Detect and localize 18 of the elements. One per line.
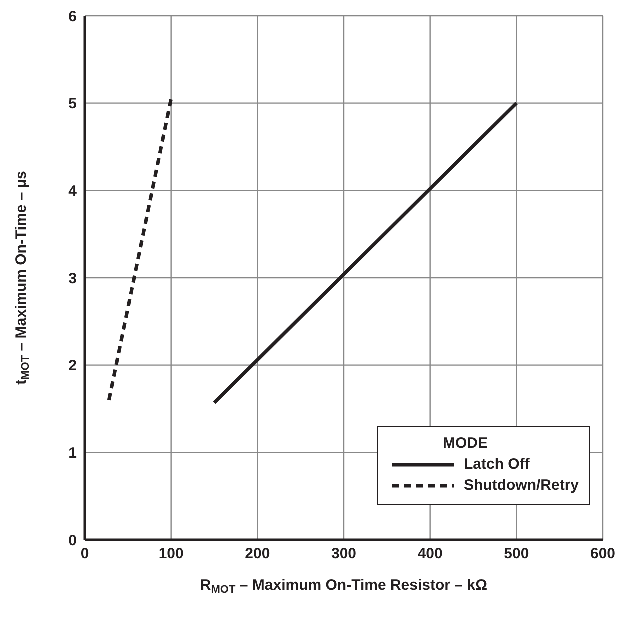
legend-label: Shutdown/Retry: [464, 477, 579, 494]
y-tick-label: 1: [68, 444, 77, 462]
y-tick-label: 3: [68, 270, 77, 288]
y-tick-label: 5: [68, 96, 77, 113]
y-tick-label: 4: [68, 182, 78, 200]
x-tick-label: 600: [590, 546, 616, 563]
y-tick-label: 0: [68, 532, 77, 550]
x-tick-label: 500: [504, 546, 530, 563]
y-tick-label: 6: [68, 8, 77, 26]
y-tick-label: 2: [68, 358, 77, 375]
x-tick-label: 100: [158, 546, 184, 563]
legend-label: Latch Off: [464, 456, 530, 473]
x-tick-label: 400: [418, 546, 443, 563]
x-tick-label: 300: [331, 546, 357, 563]
x-axis-title: R$_{MOT}$ – Maximum On-Time Resistor – kΩ: [200, 577, 488, 596]
x-tick-label: 200: [245, 546, 270, 563]
legend-title: MODE: [442, 435, 489, 452]
x-tick-label: 0: [80, 546, 90, 563]
